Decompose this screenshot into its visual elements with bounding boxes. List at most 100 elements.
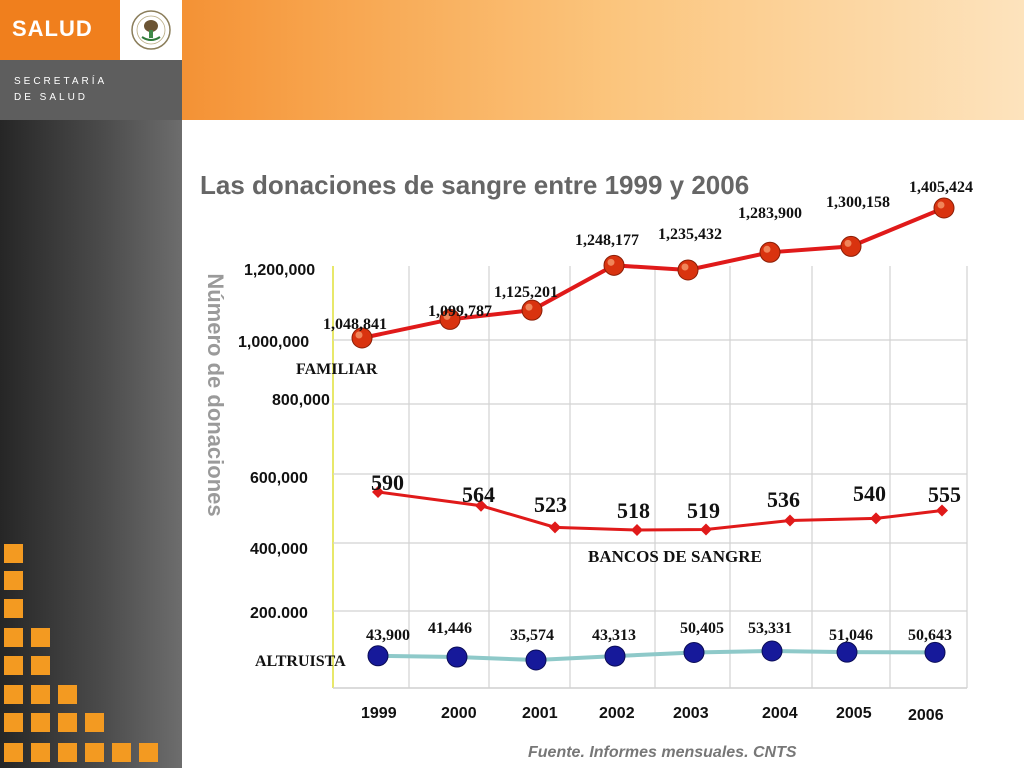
- data-label-familiar: 1,099,787: [428, 303, 492, 320]
- sidebar-decoration: [0, 120, 182, 768]
- series-name-label: ALTRUISTA: [255, 653, 346, 670]
- marker-highlight: [355, 331, 363, 339]
- series-line-bancos: [377, 490, 943, 532]
- marker-bancos: [372, 486, 384, 498]
- x-tick-label: 2005: [836, 705, 872, 722]
- data-label-familiar: 1,048,841: [323, 316, 387, 333]
- decorative-square: [4, 544, 23, 563]
- data-label-bancos: 555: [928, 482, 961, 507]
- brand-block: SALUD: [0, 0, 120, 60]
- data-label-familiar: 1,283,900: [738, 205, 802, 222]
- decorative-square: [112, 743, 131, 762]
- data-label-bancos: 518: [617, 498, 650, 523]
- data-label-bancos: 564: [462, 482, 495, 507]
- source-note: Fuente. Informes mensuales. CNTS: [528, 744, 797, 761]
- y-tick-label: 200.000: [250, 605, 308, 622]
- ministry-block: SECRETARÍA DE SALUD: [0, 60, 182, 120]
- marker-bancos: [784, 514, 796, 527]
- marker-familiar: [603, 254, 625, 276]
- x-tick-label: 2002: [599, 705, 635, 722]
- marker-familiar: [759, 241, 781, 263]
- y-tick-label: 1,000,000: [238, 334, 310, 351]
- decorative-square: [58, 713, 77, 732]
- marker-altruista: [367, 645, 389, 667]
- y-tick-label: 600,000: [250, 470, 308, 487]
- marker-familiar: [521, 299, 543, 321]
- y-tick-label: 800,000: [272, 392, 330, 409]
- marker-altruista: [683, 641, 705, 663]
- marker-highlight: [525, 303, 533, 311]
- series-name-label: BANCOS DE SANGRE: [588, 547, 762, 566]
- data-markers: [351, 197, 955, 671]
- decorative-square: [4, 713, 23, 732]
- data-label-familiar: 1,248,177: [575, 232, 639, 249]
- decorative-square: [139, 743, 158, 762]
- decorative-square: [31, 628, 50, 647]
- data-label-altruista: 43,313: [592, 627, 636, 644]
- decorative-square: [31, 743, 50, 762]
- decorative-square: [4, 743, 23, 762]
- x-tick-label: 2003: [673, 705, 709, 722]
- marker-highlight: [844, 239, 852, 247]
- decorative-square: [4, 656, 23, 675]
- decorative-square: [58, 743, 77, 762]
- data-label-altruista: 53,331: [748, 620, 792, 637]
- brand-name: SALUD: [12, 16, 93, 41]
- marker-altruista: [525, 649, 547, 671]
- marker-bancos: [475, 499, 487, 512]
- marker-altruista: [836, 641, 858, 663]
- y-tick-label: 1,200,000: [244, 262, 316, 279]
- series-lines: [361, 206, 945, 663]
- decorative-square: [4, 571, 23, 590]
- data-label-bancos: 536: [767, 487, 800, 512]
- data-label-altruista: 50,405: [680, 620, 724, 637]
- data-label-familiar: 1,405,424: [909, 179, 973, 196]
- marker-highlight: [443, 312, 451, 320]
- ministry-line-1: SECRETARÍA: [14, 76, 108, 87]
- x-tick-label: 2000: [441, 705, 477, 722]
- seal-block: [120, 0, 182, 60]
- decorative-square: [31, 656, 50, 675]
- data-label-altruista: 50,643: [908, 627, 952, 644]
- x-tick-labels: 1999 2000 2001 2002 2003 2004 2005 2006: [361, 705, 944, 724]
- coat-of-arms-icon: [131, 10, 171, 50]
- data-label-altruista: 41,446: [428, 620, 472, 637]
- decorative-square: [4, 599, 23, 618]
- decorative-square: [31, 713, 50, 732]
- x-tick-label: 2004: [762, 705, 798, 722]
- data-label-bancos: 519: [687, 498, 720, 523]
- decorative-square: [85, 743, 104, 762]
- y-tick-label: 400,000: [250, 541, 308, 558]
- data-label-altruista: 43,900: [366, 627, 410, 644]
- data-label-familiar: 1,300,158: [826, 194, 890, 211]
- decorative-square: [4, 628, 23, 647]
- data-label-bancos: 540: [853, 481, 886, 506]
- data-label-bancos: 523: [534, 492, 567, 517]
- marker-bancos: [700, 523, 712, 536]
- marker-familiar: [933, 197, 955, 219]
- marker-altruista: [924, 641, 946, 663]
- decorative-square: [85, 713, 104, 732]
- x-tick-label: 1999: [361, 705, 397, 722]
- marker-highlight: [937, 201, 945, 209]
- series-name-label: FAMILIAR: [296, 361, 378, 378]
- data-label-bancos: 590: [371, 470, 404, 495]
- marker-bancos: [870, 512, 882, 525]
- marker-bancos: [549, 521, 561, 534]
- marker-familiar: [677, 259, 699, 281]
- marker-bancos: [936, 504, 948, 517]
- marker-altruista: [761, 640, 783, 662]
- x-tick-label: 2006: [908, 707, 944, 724]
- data-label-altruista: 35,574: [510, 627, 554, 644]
- marker-altruista: [446, 646, 468, 668]
- data-label-altruista: 51,046: [829, 627, 873, 644]
- marker-highlight: [681, 263, 689, 271]
- series-line-familiar: [361, 206, 945, 340]
- decorative-square: [58, 685, 77, 704]
- data-label-familiar: 1,125,201: [494, 284, 558, 301]
- chart-grid: [332, 266, 968, 689]
- chart-title: Las donaciones de sangre entre 1999 y 20…: [200, 170, 750, 200]
- marker-highlight: [763, 245, 771, 253]
